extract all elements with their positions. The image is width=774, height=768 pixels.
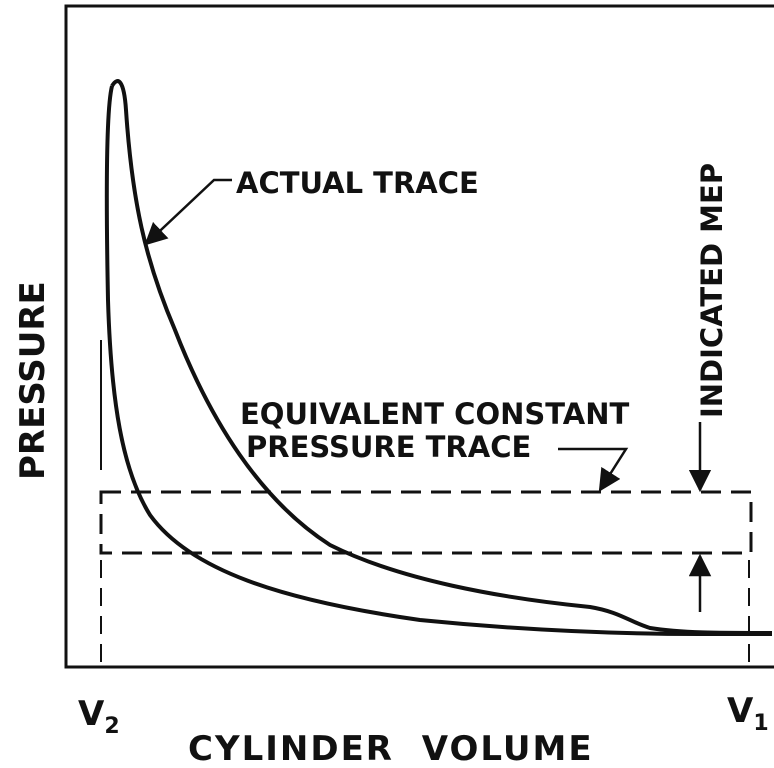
actual-trace-lower: [104, 85, 772, 636]
actual-trace-upper: [110, 79, 773, 635]
v1-letter: V: [727, 691, 754, 731]
v1-label: V1: [727, 691, 769, 736]
v1-subscript: 1: [753, 711, 768, 736]
equivalent-trace-label: EQUIVALENT CONSTANT: [240, 397, 629, 431]
y-axis-label: PRESSURE: [13, 281, 53, 480]
v2-subscript: 2: [104, 714, 119, 739]
actual-trace-leader: [144, 178, 232, 246]
x-axis-label: CYLINDER VOLUME: [188, 729, 594, 768]
actual-trace-label: ACTUAL TRACE: [236, 166, 479, 200]
equivalent-trace-box: [99, 490, 753, 555]
v2-label: V2: [78, 694, 120, 739]
mep-label: INDICATED MEP: [695, 163, 729, 418]
equivalent-trace-label: PRESSURE TRACE: [246, 430, 531, 464]
v2-letter: V: [78, 694, 105, 734]
axes-frame: [64, 4, 774, 669]
equivalent-trace-leader: [558, 447, 629, 492]
